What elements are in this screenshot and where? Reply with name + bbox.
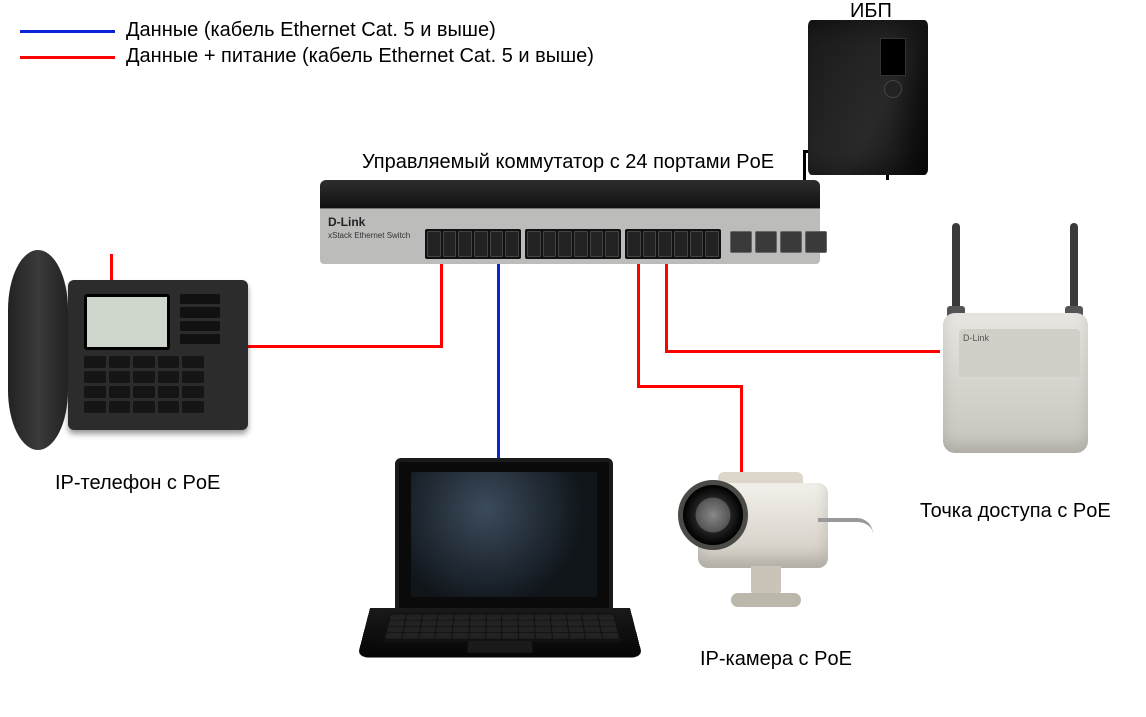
ups-panel: [880, 38, 906, 76]
phone-handset: [8, 250, 68, 450]
legend-line-data: [20, 30, 115, 33]
camera-foot: [731, 593, 801, 607]
wire-ap-down: [665, 257, 668, 352]
ups-device: [808, 20, 928, 175]
access-point-device: D-Link: [928, 258, 1103, 488]
legend-text-datapower: Данные + питание (кабель Ethernet Cat. 5…: [126, 45, 594, 68]
wire-ap-across: [665, 350, 940, 353]
laptop-screen: [411, 472, 597, 597]
camera-cable-icon: [818, 518, 873, 534]
switch-top: [320, 180, 820, 208]
phone-keypad: [84, 356, 204, 412]
switch-model: xStack Ethernet Switch: [328, 231, 410, 240]
sfp-block: [730, 231, 827, 253]
ap-body: D-Link: [943, 313, 1088, 453]
wire-camera-across: [637, 385, 742, 388]
phone-base: [68, 280, 248, 430]
wire-camera-down: [637, 257, 640, 387]
phone-sidekeys: [180, 294, 220, 344]
ups-power-button-icon: [884, 80, 902, 98]
port-block-3: [625, 229, 721, 259]
label-phone: IP-телефон с PoE: [55, 472, 220, 495]
ap-brand-plate: D-Link: [959, 329, 1080, 377]
laptop-keyboard: [382, 613, 621, 642]
legend-line-datapower: [20, 56, 115, 59]
diagram-canvas: Данные (кабель Ethernet Cat. 5 и выше) Д…: [0, 0, 1146, 717]
laptop-lid: [395, 458, 613, 616]
laptop-trackpad: [467, 641, 532, 653]
label-ap: Точка доступа с PoE: [920, 500, 1111, 523]
laptop-base: [357, 608, 643, 657]
ap-antenna-icon: [952, 223, 960, 318]
switch-front: D-Link xStack Ethernet Switch: [320, 208, 820, 264]
legend-text-data: Данные (кабель Ethernet Cat. 5 и выше): [126, 19, 496, 42]
poe-switch-device: D-Link xStack Ethernet Switch: [320, 180, 820, 270]
laptop-device: [370, 458, 630, 683]
port-block-1: [425, 229, 521, 259]
camera-lens-icon: [678, 480, 748, 550]
phone-screen: [84, 294, 170, 350]
switch-brand: D-Link: [328, 215, 365, 229]
label-switch: Управляемый коммутатор с 24 портами PoE: [362, 151, 774, 174]
label-camera: IP-камера с PoE: [700, 648, 852, 671]
wire-phone-down: [440, 257, 443, 347]
ip-camera-device: [683, 468, 848, 613]
camera-mount: [751, 566, 781, 596]
wire-laptop-down: [497, 257, 500, 467]
ap-antenna-icon: [1070, 223, 1078, 318]
port-block-2: [525, 229, 621, 259]
ip-phone-device: [8, 250, 253, 450]
